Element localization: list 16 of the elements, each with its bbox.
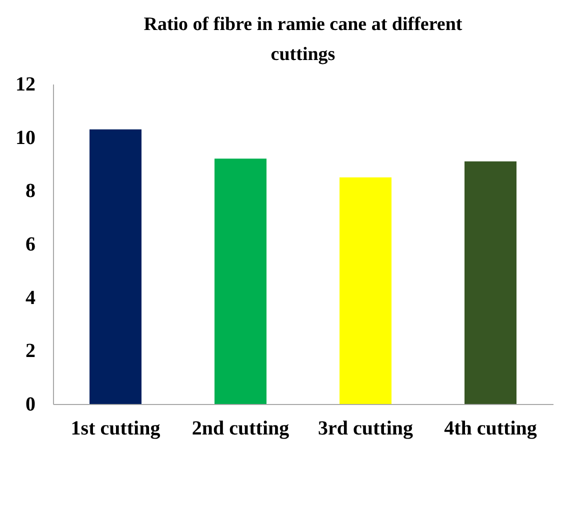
y-tick-label: 12 <box>16 74 36 96</box>
y-tick-label: 6 <box>26 234 36 256</box>
y-tick-label: 8 <box>26 180 36 202</box>
x-tick-label: 1st cutting <box>70 418 160 440</box>
bar <box>214 158 266 404</box>
x-tick-label: 3rd cutting <box>318 418 413 440</box>
x-tick-label: 4th cutting <box>444 418 537 440</box>
bar <box>340 177 392 404</box>
bar <box>90 129 142 404</box>
x-tick-label: 2nd cutting <box>192 418 290 440</box>
bar <box>464 161 516 404</box>
y-tick-label: 0 <box>26 394 36 416</box>
y-tick-label: 4 <box>26 286 36 309</box>
y-tick-label: 2 <box>26 340 36 362</box>
y-tick-label: 10 <box>16 126 36 149</box>
chart-title: Ratio of fibre in ramie cane at different cuttings <box>144 14 463 65</box>
